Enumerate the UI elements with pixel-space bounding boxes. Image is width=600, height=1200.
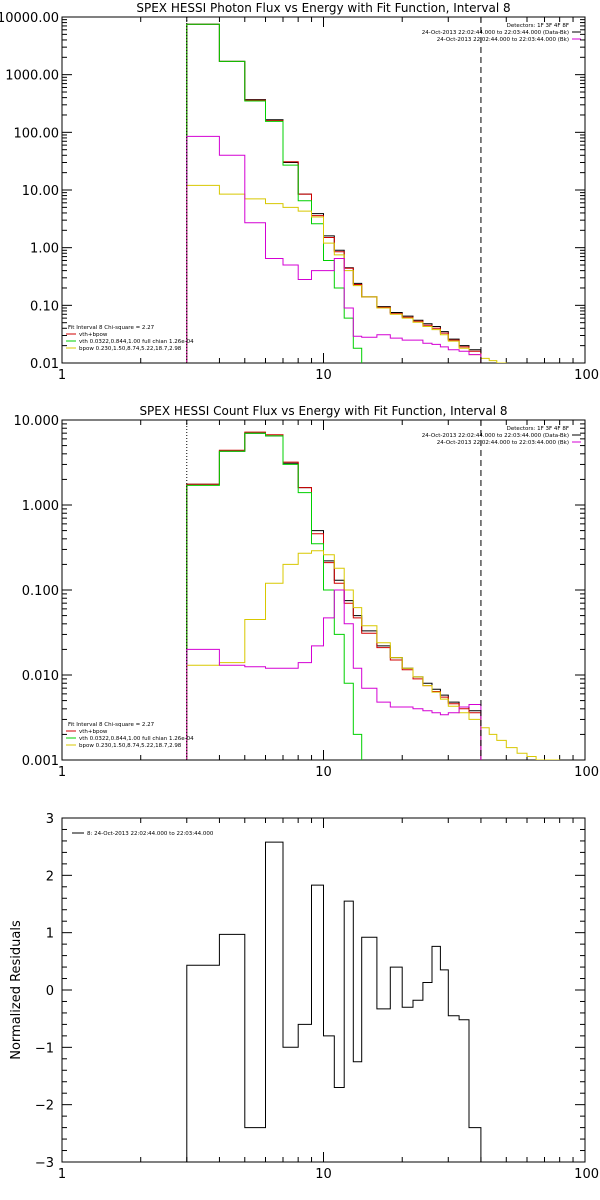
y-tick-label: 2	[46, 869, 54, 884]
y-tick-label: 1000.00	[5, 69, 59, 84]
y-tick-label: 3	[46, 812, 54, 827]
legend-bl-text: vth 0.0322,0.844,1.00 full chian 1.26e-0…	[79, 339, 194, 345]
series-residuals-line	[186, 841, 482, 1162]
y-tick-label: 0.100	[22, 584, 59, 599]
legend-bl-text: vth+bpow	[79, 729, 108, 735]
legend-bl-text: vth 0.0322,0.844,1.00 full chian 1.26e-0…	[79, 736, 194, 742]
y-tick-label: 0	[46, 984, 54, 999]
x-tick-label: 1	[58, 765, 66, 780]
y-tick-label: 10.000	[14, 414, 60, 429]
legend-bl-text: Fit Interval 8 Chi-square = 2.27	[68, 722, 155, 728]
x-tick-label: 100	[574, 1167, 599, 1182]
legend-tl-text: 8: 24-Oct-2013 22:02:44.000 to 22:03:44.…	[87, 831, 214, 837]
y-tick-label: 1.00	[30, 242, 59, 257]
series-vth-line	[186, 432, 363, 760]
y-tick-label: 100.00	[14, 126, 60, 141]
x-tick-label: 100	[574, 368, 599, 383]
legend-tr-text: Detectors: 1F 3F 4F 8F	[507, 23, 569, 29]
x-tick-label: 10	[315, 1167, 332, 1182]
series-bk-line	[186, 135, 482, 363]
x-tick-label: 1	[58, 1167, 66, 1182]
legend-bl-text: bpow 0.230,1.50,8.74,5.22,18.7,2.98	[79, 743, 182, 749]
y-tick-label: −2	[35, 1099, 54, 1114]
y-tick-label: 1.000	[22, 499, 59, 514]
series-bpow-line	[186, 184, 507, 363]
legend-tr-text: 24-Oct-2013 22:02:44.000 to 22:03:44.000…	[437, 440, 569, 446]
legend-tr-text: 24-Oct-2013 22:02:44.000 to 22:03:44.000…	[437, 37, 569, 43]
series-group-3	[186, 841, 482, 1162]
x-tick-label: 10	[315, 765, 332, 780]
y-tick-label: 10.00	[22, 184, 59, 199]
chart-title-1: SPEX HESSI Photon Flux vs Energy with Fi…	[136, 1, 510, 15]
y-tick-label: 0.001	[22, 754, 59, 769]
legend-bl-text: vth+bpow	[79, 332, 108, 338]
x-tick-label: 1	[58, 368, 66, 383]
y-tick-label: 1	[46, 927, 54, 942]
x-tick-label: 100	[574, 765, 599, 780]
y-axis-label: Normalized Residuals	[9, 920, 24, 1060]
x-tick-label: 10	[315, 368, 332, 383]
y-tick-label: 10000.00	[0, 11, 59, 26]
y-tick-label: −1	[35, 1041, 54, 1056]
y-tick-label: 0.10	[30, 299, 59, 314]
legend-bl-text: bpow 0.230,1.50,8.74,5.22,18.7,2.98	[79, 346, 182, 352]
legend-tr-text: Detectors: 1F 3F 4F 8F	[507, 426, 569, 432]
series-group-2	[186, 431, 561, 760]
legend-bl-text: Fit Interval 8 Chi-square = 2.27	[68, 325, 155, 331]
legend-tr-text: 24-Oct-2013 22:02:44.000 to 22:03:44.000…	[422, 30, 569, 36]
series-bpow-line	[186, 550, 561, 760]
legend-tr-text: 24-Oct-2013 22:02:44.000 to 22:03:44.000…	[422, 433, 569, 439]
y-tick-label: −3	[35, 1156, 54, 1171]
chart-title-2: SPEX HESSI Count Flux vs Energy with Fit…	[139, 404, 507, 418]
y-tick-label: 0.010	[22, 669, 59, 684]
series-bk-line	[186, 589, 482, 760]
series-group-1	[186, 23, 507, 363]
series-vth-line	[186, 23, 363, 363]
y-tick-label: 0.01	[30, 357, 59, 372]
plot-frame-1	[61, 16, 586, 364]
